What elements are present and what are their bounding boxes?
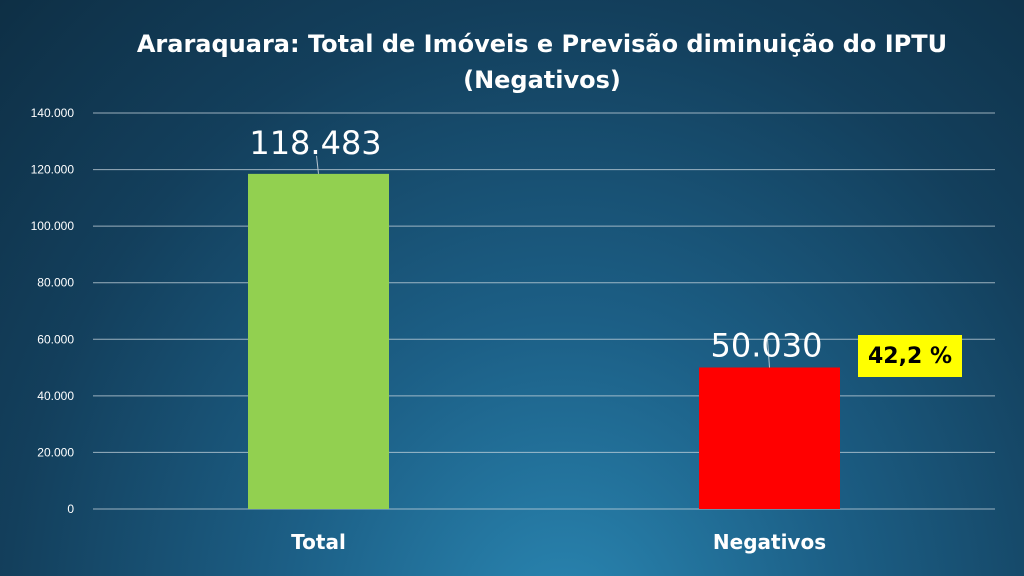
y-tick-label: 100.000 bbox=[31, 219, 75, 233]
data-label-leader bbox=[316, 155, 319, 174]
y-tick-label: 140.000 bbox=[31, 106, 75, 120]
chart-title-line1: Araraquara: Total de Imóveis e Previsão … bbox=[136, 30, 948, 58]
y-tick-label: 0 bbox=[67, 502, 74, 516]
y-tick-label: 20.000 bbox=[37, 445, 74, 459]
y-tick-label: 80.000 bbox=[37, 276, 74, 290]
bar-negativos bbox=[699, 367, 840, 509]
y-tick-label: 120.000 bbox=[31, 163, 75, 177]
y-tick-label: 60.000 bbox=[37, 332, 74, 346]
chart-title: Araraquara: Total de Imóveis e Previsão … bbox=[60, 26, 1024, 98]
percentage-badge: 42,2 % bbox=[858, 335, 962, 377]
bar-total bbox=[248, 173, 389, 509]
x-tick-label: Negativos bbox=[713, 530, 826, 554]
x-tick-label: Total bbox=[291, 530, 346, 554]
data-label-leader bbox=[767, 339, 770, 368]
chart-subtitle: (Negativos) bbox=[463, 66, 621, 94]
y-tick-label: 40.000 bbox=[37, 389, 74, 403]
data-label: 50.030 bbox=[711, 326, 823, 364]
data-label: 118.483 bbox=[249, 124, 381, 162]
